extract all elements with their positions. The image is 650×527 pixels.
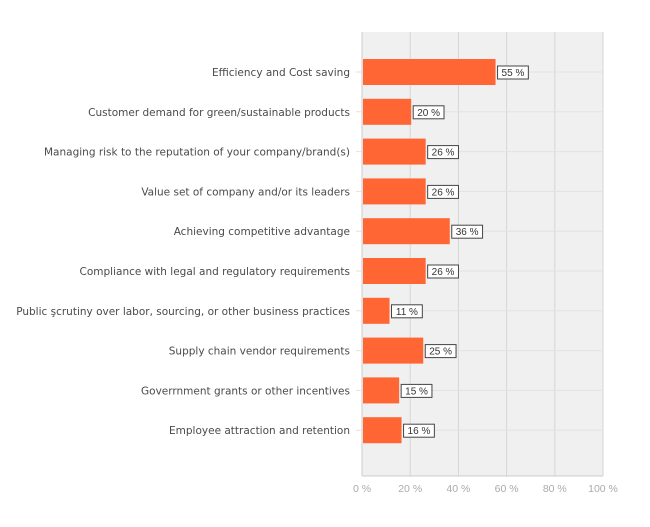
x-tick-label: 0 % [353, 483, 371, 495]
x-tick-label: 100 % [588, 483, 618, 495]
data-label-box [427, 145, 459, 160]
category-label: Achieving competitive advantage [174, 226, 350, 238]
data-label-box [391, 304, 423, 319]
data-label: 26 % [432, 187, 455, 198]
data-label-box [403, 423, 435, 438]
x-tick-label: 60 % [495, 483, 519, 495]
data-label: 25 % [429, 347, 452, 358]
bar [363, 178, 426, 205]
category-label: Value set of company and/or its leaders [141, 186, 350, 198]
data-label: 15 % [405, 386, 428, 397]
category-label: Supply chain vendor requirements [169, 346, 350, 358]
data-label-box [427, 184, 459, 199]
data-label: 26 % [432, 148, 455, 159]
data-label: 11 % [396, 307, 418, 318]
category-label: Efficiency and Cost saving [212, 67, 350, 79]
bar [363, 59, 496, 85]
bar [363, 417, 402, 444]
category-label: Public şcrutiny over labor, sourcing, or… [16, 306, 350, 318]
data-label: 16 % [408, 426, 431, 437]
x-tick-label: 80 % [543, 483, 567, 495]
category-label: Employee attraction and retention [169, 425, 350, 437]
category-label: Managing risk to the reputation of your … [44, 147, 350, 159]
data-label-box [400, 383, 433, 398]
bar [363, 377, 400, 404]
bar [363, 258, 426, 284]
data-label-box [427, 264, 459, 279]
x-tick-label: 20 % [398, 483, 422, 495]
bar [363, 218, 450, 245]
plot-area [362, 32, 603, 476]
data-label-box [497, 65, 529, 80]
category-label: Customer demand for green/sustainable pr… [88, 107, 350, 119]
bar [363, 297, 390, 324]
data-label: 36 % [456, 227, 479, 238]
category-label: Compliance with legal and regulatory req… [80, 266, 350, 278]
data-label-box [451, 224, 484, 239]
bar [363, 138, 426, 165]
data-label: 20 % [417, 108, 440, 119]
data-label: 26 % [432, 267, 455, 278]
data-label: 55 % [502, 68, 525, 79]
x-tick-label: 40 % [446, 483, 470, 495]
bar [363, 98, 412, 125]
data-label-box [424, 344, 457, 359]
category-label: Goverrnment grants or other incentives [141, 385, 350, 397]
bar [363, 337, 424, 364]
data-label-box [412, 105, 445, 120]
